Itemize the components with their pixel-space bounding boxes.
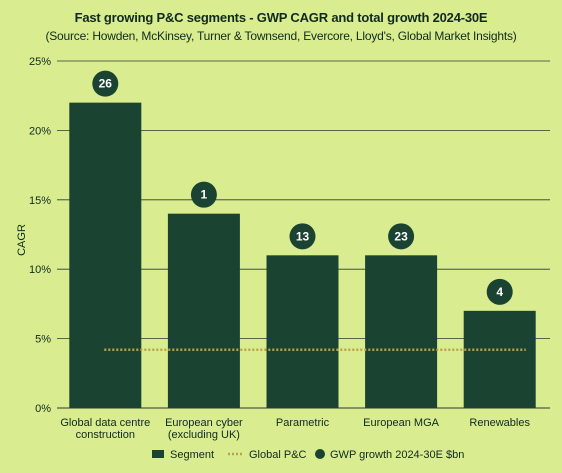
y-tick-label: 0% bbox=[35, 403, 51, 415]
chart-title: Fast growing P&C segments - GWP CAGR and… bbox=[74, 10, 488, 25]
legend-global-label: Global P&C bbox=[249, 449, 307, 461]
y-tick-label: 10% bbox=[29, 264, 51, 276]
y-tick-label: 5% bbox=[35, 334, 51, 346]
y-tick-label: 20% bbox=[29, 125, 51, 137]
growth-badges: 26 1 13 23 4 bbox=[92, 70, 513, 305]
x-tick-label: European cyber bbox=[165, 417, 243, 429]
legend-segment-swatch bbox=[152, 450, 164, 458]
y-axis-label: CAGR bbox=[16, 224, 28, 256]
growth-badge bbox=[289, 223, 316, 250]
x-tick-label: Parametric bbox=[276, 417, 330, 429]
x-tick-label: (excluding UK) bbox=[168, 429, 240, 441]
chart-subtitle: (Source: Howden, McKinsey, Turner & Town… bbox=[45, 29, 517, 43]
growth-value-label: 4 bbox=[496, 285, 503, 299]
y-tick-label: 25% bbox=[29, 56, 51, 68]
growth-badge bbox=[486, 278, 513, 305]
x-tick-label: Renewables bbox=[469, 417, 530, 429]
bar bbox=[365, 255, 438, 408]
x-tick-label: construction bbox=[76, 429, 135, 441]
growth-badge bbox=[190, 181, 217, 208]
growth-value-label: 1 bbox=[201, 188, 208, 202]
legend-growth-swatch bbox=[315, 449, 325, 459]
bar bbox=[167, 213, 240, 408]
growth-badge bbox=[92, 70, 119, 97]
bar bbox=[463, 310, 536, 408]
bar bbox=[266, 255, 339, 408]
bar bbox=[69, 102, 142, 408]
legend: Segment Global P&C GWP growth 2024-30E $bn bbox=[152, 449, 464, 461]
growth-badge bbox=[388, 223, 415, 250]
axes: 0% 5% 10% 15% 20% 25% CAGR Global data centreco… bbox=[16, 56, 530, 441]
legend-growth-label: GWP growth 2024-30E $bn bbox=[330, 449, 464, 461]
growth-value-label: 26 bbox=[99, 77, 113, 91]
x-tick-label: Global data centre bbox=[60, 417, 150, 429]
growth-value-label: 13 bbox=[296, 229, 310, 243]
bars bbox=[69, 102, 536, 408]
x-tick-label: European MGA bbox=[363, 417, 439, 429]
y-tick-label: 15% bbox=[29, 195, 51, 207]
growth-value-label: 23 bbox=[394, 229, 408, 243]
legend-segment-label: Segment bbox=[170, 449, 214, 461]
